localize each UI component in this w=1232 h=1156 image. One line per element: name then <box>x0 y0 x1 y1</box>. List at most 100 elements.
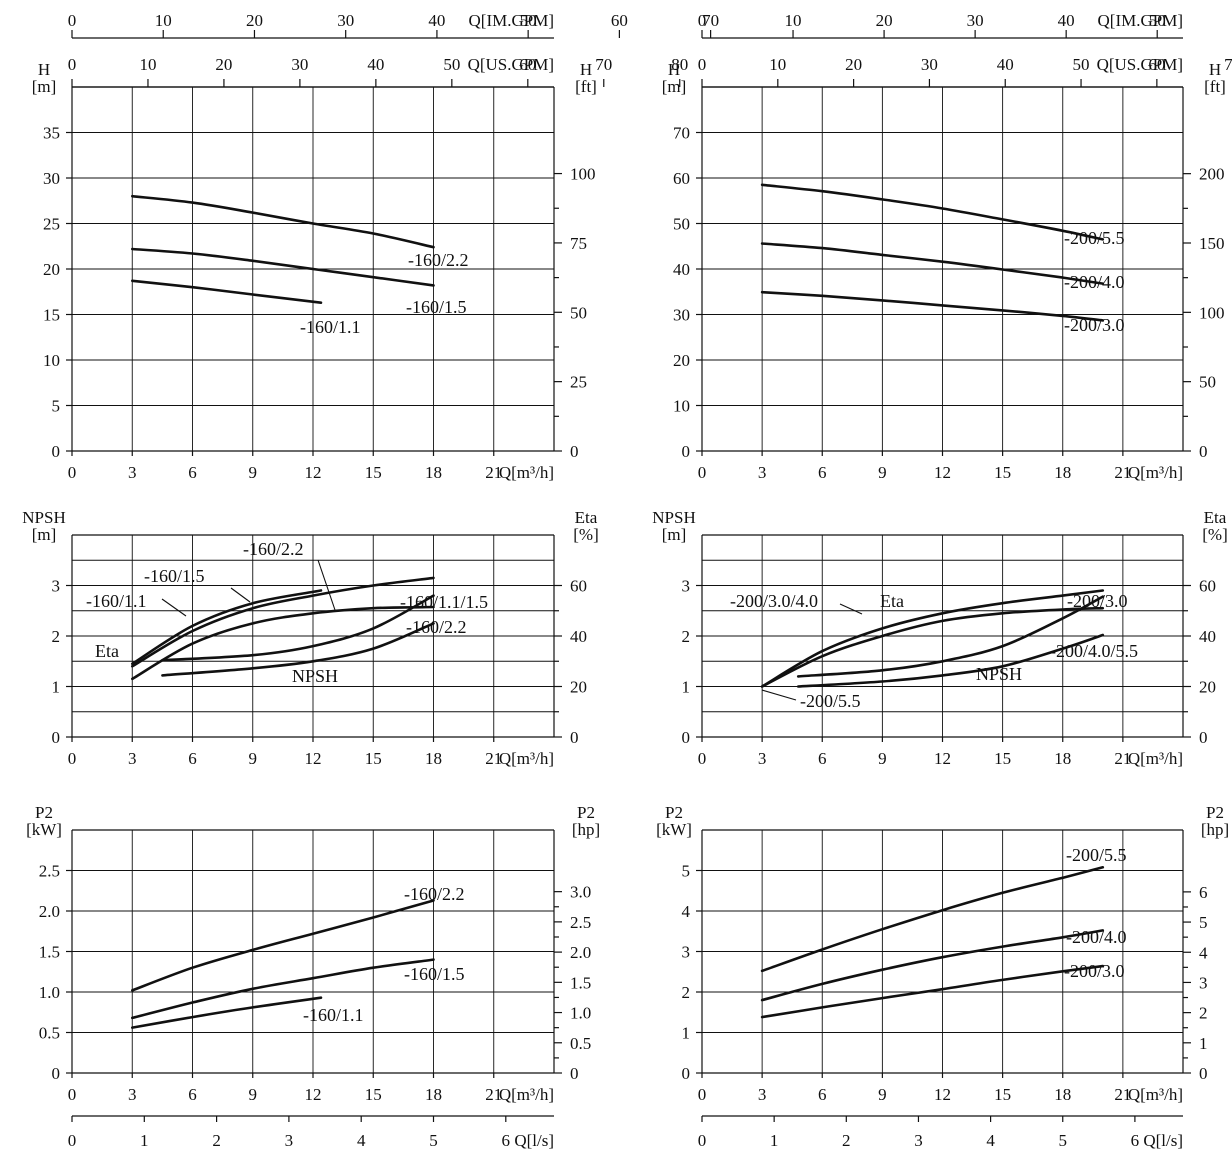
series-line-eta-200-3-0-4-0 <box>760 589 1105 688</box>
ls-tick-label: 6 <box>502 1131 511 1150</box>
y-axis-right-unit: [%] <box>1202 525 1227 544</box>
series-line-npsh-200-3-0 <box>796 595 1105 678</box>
x-tick-label: 12 <box>305 463 322 482</box>
x-tick-label: 3 <box>128 463 137 482</box>
x-tick-label: 9 <box>878 1085 887 1104</box>
im-gpm-tick-label: 0 <box>68 11 77 30</box>
x-tick-label: 21 <box>485 463 502 482</box>
im-gpm-tick-label: 0 <box>698 11 707 30</box>
series-line-npsh-160-2-2 <box>161 622 435 677</box>
y-tick-label-right: 50 <box>570 303 587 322</box>
annotation-label: Eta <box>880 591 904 611</box>
series-line-eta-160-1-5 <box>131 589 323 666</box>
x-tick-label: 15 <box>365 1085 382 1104</box>
ls-tick-label: 0 <box>68 1131 77 1150</box>
y-tick-label-left: 2 <box>682 983 691 1002</box>
us-gpm-tick-label: 0 <box>698 55 707 74</box>
x-tick-label: 15 <box>365 463 382 482</box>
x-tick-label: 21 <box>1114 463 1131 482</box>
y-tick-label-right: 1 <box>1199 1034 1208 1053</box>
im-gpm-tick-label: 60 <box>611 11 628 30</box>
us-gpm-tick-label: 60 <box>1148 55 1165 74</box>
y-tick-label-left: 20 <box>43 260 60 279</box>
ls-tick-label: 6 <box>1131 1131 1140 1150</box>
x-tick-label: 0 <box>698 1085 707 1104</box>
im-gpm-tick-label: 10 <box>785 11 802 30</box>
y-axis-right-unit: [hp] <box>572 820 600 839</box>
y-tick-label-right: 0 <box>570 442 579 461</box>
us-gpm-tick-label: 30 <box>291 55 308 74</box>
y-tick-label-right: 40 <box>1199 627 1216 646</box>
leader-line <box>761 689 797 701</box>
im-gpm-unit-label: Q[IM.GPM] <box>469 11 554 30</box>
ls-tick-label: 1 <box>140 1131 149 1150</box>
y-axis-right-title: P2 <box>577 803 595 822</box>
y-axis-left-unit: [m] <box>662 77 687 96</box>
ls-tick-label: 4 <box>986 1131 995 1150</box>
series-line-200-4-0 <box>760 929 1105 1002</box>
us-gpm-tick-label: 20 <box>215 55 232 74</box>
y-axis-right-title: P2 <box>1206 803 1224 822</box>
y-tick-label-right: 5 <box>1199 913 1208 932</box>
curve-label: -160/2.2 <box>408 250 469 270</box>
ls-tick-label: 4 <box>357 1131 366 1150</box>
y-tick-label-right: 0.5 <box>570 1034 591 1053</box>
x-tick-label: 15 <box>994 749 1011 768</box>
y-axis-left-unit: [kW] <box>26 820 62 839</box>
ls-unit-label: Q[l/s] <box>1143 1131 1183 1150</box>
y-tick-label-left: 0 <box>682 728 691 747</box>
annotation-label: -200/4.0/5.5 <box>1050 641 1138 661</box>
x-tick-label: 18 <box>425 1085 442 1104</box>
y-axis-right-unit: [%] <box>573 525 598 544</box>
us-gpm-tick-label: 70 <box>595 55 612 74</box>
x-tick-label: 3 <box>128 1085 137 1104</box>
y-tick-label-right: 20 <box>1199 678 1216 697</box>
annotation-label: Eta <box>95 641 119 661</box>
ls-tick-label: 3 <box>914 1131 923 1150</box>
im-gpm-tick-label: 50 <box>1149 11 1166 30</box>
x-tick-label: 18 <box>425 749 442 768</box>
annotation-label: -160/1.1/1.5 <box>400 592 488 612</box>
series-line-200-5-5 <box>760 866 1105 973</box>
y-axis-left-title: P2 <box>35 803 53 822</box>
ls-tick-label: 1 <box>770 1131 779 1150</box>
y-tick-label-right: 2.5 <box>570 913 591 932</box>
us-gpm-tick-label: 20 <box>845 55 862 74</box>
x-tick-label: 21 <box>1114 749 1131 768</box>
y-tick-label-left: 1.5 <box>39 943 60 962</box>
us-gpm-tick-label: 70 <box>1224 55 1232 74</box>
us-gpm-tick-label: 0 <box>68 55 77 74</box>
y-tick-label-left: 30 <box>673 306 690 325</box>
y-tick-label-left: 0.5 <box>39 1024 60 1043</box>
y-tick-label-right: 0 <box>1199 442 1208 461</box>
annotation-label: NPSH <box>292 666 338 686</box>
y-tick-label-left: 2 <box>52 627 61 646</box>
x-tick-label: 18 <box>1054 1085 1071 1104</box>
series-line-160-1-5 <box>131 247 435 287</box>
y-axis-right-unit: [ft] <box>575 77 597 96</box>
im-gpm-tick-label: 20 <box>246 11 263 30</box>
curve-label: -200/5.5 <box>1064 228 1125 248</box>
y-tick-label-right: 200 <box>1199 165 1225 184</box>
y-axis-left-unit: [m] <box>32 77 57 96</box>
series-line-160-1-1 <box>131 279 323 304</box>
im-gpm-tick-label: 20 <box>876 11 893 30</box>
x-tick-label: 15 <box>365 749 382 768</box>
series-line-npsh-160-1-1-1-5 <box>161 594 435 662</box>
x-tick-label: 0 <box>68 749 77 768</box>
y-tick-label-left: 3 <box>682 577 691 596</box>
y-tick-label-right: 1.5 <box>570 973 591 992</box>
y-tick-label-left: 0 <box>52 1064 61 1083</box>
leader-line <box>230 587 251 603</box>
x-tick-label: 9 <box>249 749 258 768</box>
annotation-label: -160/1.1 <box>86 591 147 611</box>
y-tick-label-left: 1.0 <box>39 983 60 1002</box>
x-axis-unit-label: Q[m³/h] <box>499 749 554 768</box>
ls-tick-label: 3 <box>285 1131 294 1150</box>
series-line-200-5-5 <box>760 183 1105 241</box>
y-tick-label-right: 2 <box>1199 1004 1208 1023</box>
x-tick-label: 12 <box>934 1085 951 1104</box>
